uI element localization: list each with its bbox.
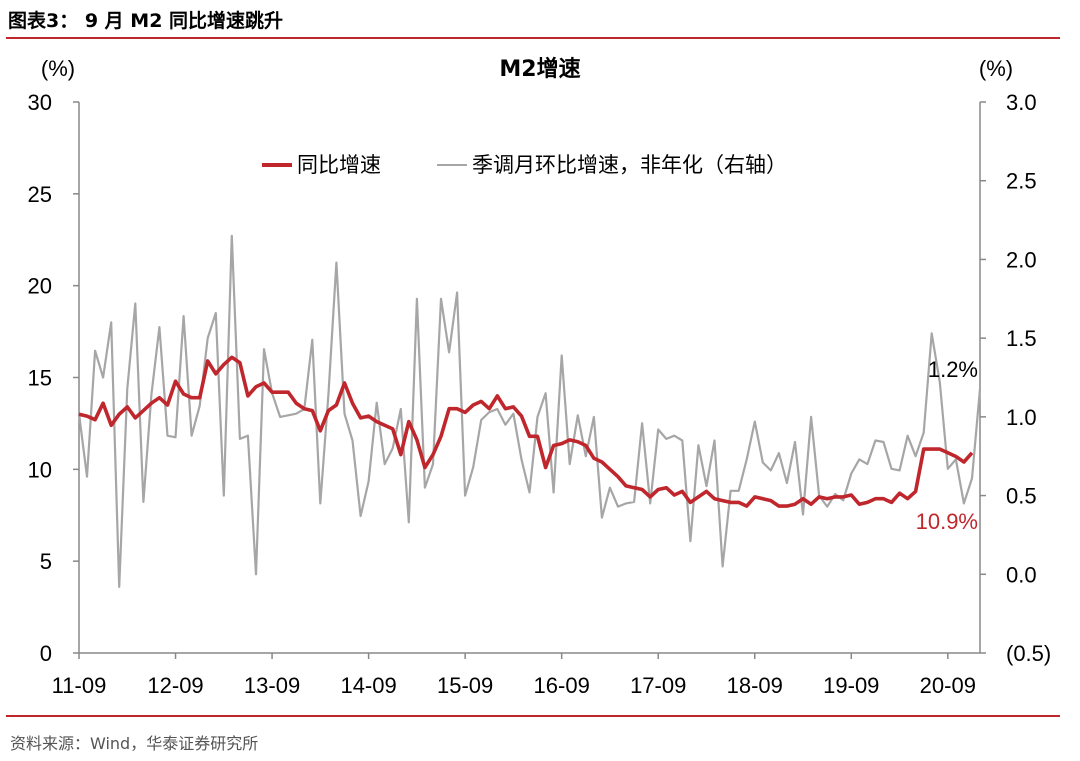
x-tick-label: 17-09 (630, 673, 686, 698)
x-tick-label: 16-09 (534, 673, 590, 698)
right-tick-label: (0.5) (1006, 641, 1051, 666)
legend: 同比增速 季调月环比增速，非年化（右轴） (262, 153, 787, 177)
figure-title: 图表3： 9 月 M2 同比增速跳升 (8, 10, 284, 32)
x-tick-label: 15-09 (437, 673, 493, 698)
x-tick-label: 12-09 (147, 673, 203, 698)
annotation-yoy-latest: 10.9% (916, 509, 978, 534)
right-axis-unit: (%) (979, 56, 1013, 81)
left-tick-label: 0 (40, 641, 52, 666)
right-tick-label: 2.5 (1006, 169, 1037, 194)
left-tick-label: 15 (28, 366, 52, 391)
x-tick-label: 11-09 (52, 673, 107, 698)
series-line-mom (77, 234, 982, 589)
left-tick-label: 25 (28, 182, 52, 207)
series-line-yoy (78, 355, 974, 508)
axes: 0 5 10 15 20 25 30 (0.5) 0.0 0.5 1.0 1.5 2.0 2.5 3.0 11… (28, 90, 1052, 698)
source-note: 资料来源：Wind，华泰证券研究所 (10, 734, 259, 753)
legend-label-mom: 季调月环比增速，非年化（右轴） (472, 153, 787, 177)
series-lines (77, 234, 982, 589)
top-rule (6, 37, 1060, 39)
right-tick-label: 3.0 (1006, 90, 1037, 115)
x-tick-label: 19-09 (823, 673, 879, 698)
x-tick-label: 13-09 (244, 673, 300, 698)
right-tick-label: 1.5 (1006, 326, 1037, 351)
legend-label-yoy: 同比增速 (297, 153, 381, 177)
x-tick-label: 18-09 (727, 673, 783, 698)
left-axis-unit: (%) (41, 56, 75, 81)
x-tick-label: 14-09 (340, 673, 396, 698)
annotation-mom-latest: 1.2% (928, 357, 978, 382)
left-tick-label: 5 (40, 549, 52, 574)
right-tick-label: 0.5 (1006, 484, 1037, 509)
left-tick-label: 20 (28, 274, 52, 299)
right-tick-label: 0.0 (1006, 562, 1037, 587)
bottom-rule (6, 715, 1060, 717)
x-tick-label: 20-09 (920, 673, 976, 698)
right-tick-label: 1.0 (1006, 405, 1037, 430)
chart-title: M2增速 (499, 56, 580, 82)
right-tick-label: 2.0 (1006, 247, 1037, 272)
left-tick-label: 10 (28, 457, 52, 482)
left-tick-label: 30 (28, 90, 52, 115)
